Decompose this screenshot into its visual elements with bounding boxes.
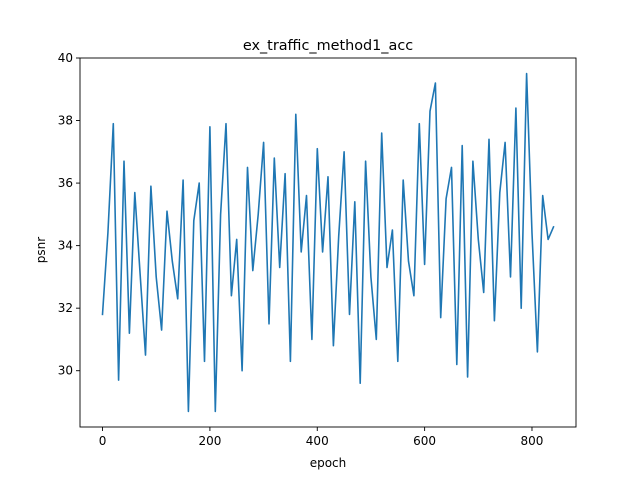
y-tick-label: 38 xyxy=(58,114,73,128)
x-tick-label: 600 xyxy=(413,434,436,448)
y-axis-label: psnr xyxy=(34,237,48,263)
plot-area: 0 200 400 600 800 30 32 34 36 38 40 xyxy=(58,51,577,448)
x-tick-label: 200 xyxy=(198,434,221,448)
y-tick-label: 36 xyxy=(58,176,73,190)
axes-frame xyxy=(79,57,577,428)
y-tick-label: 30 xyxy=(58,364,73,378)
y-tick-label: 40 xyxy=(58,51,73,65)
y-tick-label: 32 xyxy=(58,301,73,315)
x-axis-label: epoch xyxy=(310,456,347,470)
series-line-0 xyxy=(101,72,555,413)
x-tick-label: 0 xyxy=(99,434,107,448)
x-tick-label: 800 xyxy=(521,434,544,448)
chart-title: ex_traffic_method1_acc xyxy=(243,38,413,54)
x-tick-label: 400 xyxy=(306,434,329,448)
y-tick-label: 34 xyxy=(58,239,73,253)
